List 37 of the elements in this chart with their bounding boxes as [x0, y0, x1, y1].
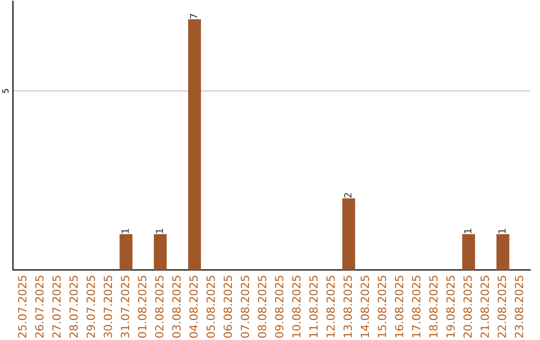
x-tick-label: 01.08.2025 — [138, 276, 146, 338]
x-tick-label: 18.08.2025 — [429, 276, 438, 338]
x-tick-label: 20.08.2025 — [463, 276, 472, 338]
x-tick-label: 22.08.2025 — [498, 276, 506, 338]
x-tick-label: 17.08.2025 — [412, 276, 420, 338]
x-tick-label: 21.08.2025 — [480, 276, 489, 338]
x-tick-label: 14.08.2025 — [360, 276, 370, 338]
x-tick-label: 25.07.2025 — [18, 276, 26, 338]
data-label: 1 — [122, 228, 129, 234]
x-tick-label: 05.08.2025 — [206, 276, 215, 338]
x-tick-label: 04.08.2025 — [189, 276, 198, 338]
x-tick-label: 19.08.2025 — [446, 276, 455, 338]
x-tick-label: 11.08.2025 — [309, 276, 318, 338]
x-tick-label: 13.08.2025 — [344, 276, 352, 338]
x-tick-label: 02.08.2025 — [155, 276, 164, 338]
data-label: 1 — [156, 228, 163, 234]
x-tick-label: 12.08.2025 — [326, 276, 335, 338]
x-tick-label: 30.07.2025 — [104, 276, 112, 338]
x-tick-label: 29.07.2025 — [86, 276, 95, 338]
y-tick-label: 5 — [2, 88, 9, 93]
data-label: 7 — [190, 14, 198, 18]
x-tick-label: 03.08.2025 — [172, 276, 181, 338]
x-tick-label: 26.07.2025 — [35, 276, 44, 338]
x-tick-label: 27.07.2025 — [52, 276, 61, 338]
x-tick-label: 16.08.2025 — [394, 276, 404, 338]
data-label: 1 — [498, 228, 506, 234]
data-label: 1 — [464, 228, 472, 234]
x-tick-label: 23.08.2025 — [514, 276, 524, 338]
x-tick-label: 08.08.2025 — [258, 276, 266, 338]
x-tick-label: 28.07.2025 — [69, 276, 78, 338]
data-label: 2 — [344, 193, 352, 198]
x-tick-label: 31.07.2025 — [120, 276, 130, 338]
x-tick-label: 10.08.2025 — [292, 276, 301, 338]
x-tick-label: 15.08.2025 — [378, 276, 386, 338]
x-tick-label: 06.08.2025 — [224, 276, 232, 338]
x-tick-label: 07.08.2025 — [240, 276, 250, 338]
x-tick-label: 09.08.2025 — [275, 276, 284, 338]
